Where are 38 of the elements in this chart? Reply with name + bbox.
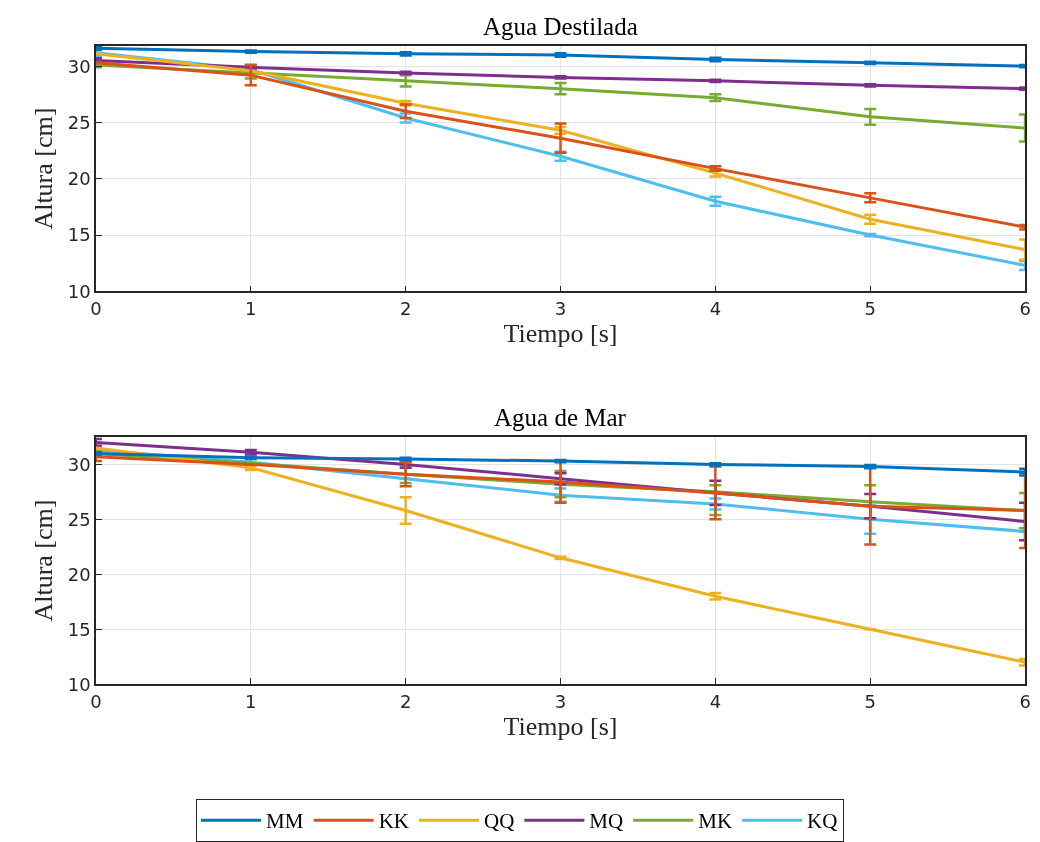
line-series xyxy=(95,446,1026,664)
chart-title: Agua Destilada xyxy=(483,13,638,40)
y-tick-label: 15 xyxy=(67,224,91,246)
y-tick-label: 10 xyxy=(67,673,91,695)
legend-label: KK xyxy=(378,809,410,834)
x-tick-label: 0 xyxy=(90,297,102,319)
x-tick-label: 6 xyxy=(1019,297,1031,319)
x-tick-label: 5 xyxy=(864,297,876,319)
legend-label: MK xyxy=(698,809,733,834)
legend-label: QQ xyxy=(484,809,515,834)
x-tick-label: 5 xyxy=(864,690,876,712)
x-tick-label: 1 xyxy=(245,297,257,319)
y-tick-label: 25 xyxy=(67,508,91,530)
y-axis-title: Altura [cm] xyxy=(28,499,58,622)
x-tick-label: 0 xyxy=(90,690,102,712)
x-tick-label: 4 xyxy=(709,690,722,712)
legend-label: KQ xyxy=(807,809,838,834)
y-tick-label: 20 xyxy=(67,168,91,190)
line-series xyxy=(95,61,1026,229)
x-axis-title: Tiempo [s] xyxy=(503,318,618,348)
y-tick-label: 15 xyxy=(67,618,91,640)
x-tick-label: 1 xyxy=(245,690,257,712)
x-tick-label: 2 xyxy=(399,690,412,712)
x-tick-label: 3 xyxy=(554,297,567,319)
chart-title: Agua de Mar xyxy=(494,404,627,431)
y-tick-label: 20 xyxy=(67,563,91,585)
x-tick-label: 3 xyxy=(554,690,567,712)
legend-label: MQ xyxy=(589,809,624,834)
y-axis-title: Altura [cm] xyxy=(28,107,58,230)
x-tick-label: 2 xyxy=(399,297,412,319)
x-axis-title: Tiempo [s] xyxy=(503,711,618,741)
y-tick-label: 25 xyxy=(67,111,91,133)
y-tick-label: 30 xyxy=(67,55,91,77)
y-tick-label: 30 xyxy=(67,453,91,475)
legend-label: MM xyxy=(266,809,304,834)
x-tick-label: 6 xyxy=(1019,690,1031,712)
y-tick-label: 10 xyxy=(67,280,91,302)
x-tick-label: 4 xyxy=(709,297,722,319)
